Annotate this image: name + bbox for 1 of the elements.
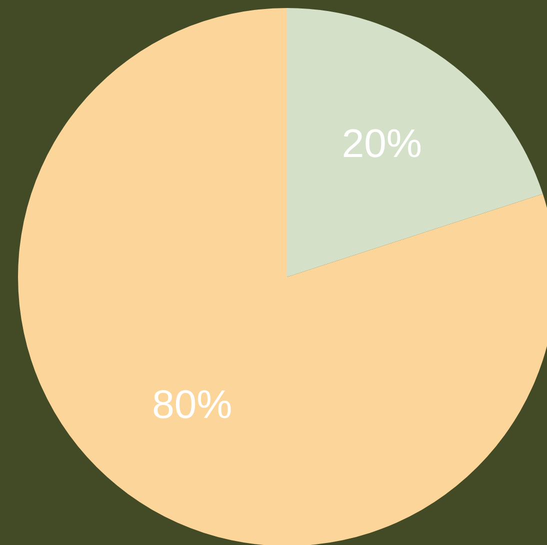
- data-label: 80%: [152, 383, 232, 428]
